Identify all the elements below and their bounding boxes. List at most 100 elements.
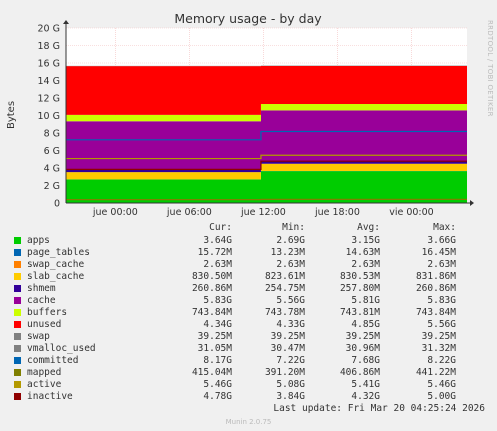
x-tick-label: jue 12:00 [240,207,286,218]
legend-row: mapped 415.04M 391.20M 406.86M 441.22M [0,367,497,379]
legend-swatch [14,249,21,256]
legend-row: unused 4.34G 4.33G 4.85G 5.56G [0,319,497,331]
legend-value-max: 3.66G [427,235,456,246]
legend-value-max: 5.56G [427,319,456,330]
y-tick-label: 4 G [44,164,60,175]
legend-row: shmem 260.86M 254.75M 257.80M 260.86M [0,283,497,295]
legend-row: page_tables 15.72M 13.23M 14.63M 16.45M [0,247,497,259]
legend-swatch [14,369,21,376]
legend-value-min: 5.56G [276,295,305,306]
legend-row: slab_cache 830.50M 823.61M 830.53M 831.86M [0,271,497,283]
legend-swatch [14,273,21,280]
legend-value-cur: 4.78G [203,391,232,402]
legend-value-cur: 3.64G [203,235,232,246]
legend-row: apps 3.64G 2.69G 3.15G 3.66G [0,235,497,247]
legend-value-avg: 406.86M [339,367,380,378]
legend-value-avg: 830.53M [339,271,380,282]
legend-value-max: 5.00G [427,391,456,402]
legend-value-max: 743.84M [415,307,456,318]
legend-value-min: 13.23M [270,247,305,258]
legend-value-avg: 7.68G [351,355,380,366]
legend-value-max: 5.46G [427,379,456,390]
legend-value-max: 2.63M [427,259,456,270]
x-tick-label: jue 06:00 [166,207,212,218]
legend-value-min: 254.75M [264,283,305,294]
legend-value-min: 3.84G [276,391,305,402]
legend-value-min: 743.78M [264,307,305,318]
legend-header-label: Avg: [357,222,380,233]
legend-swatch [14,393,21,400]
legend-series-name: cache [27,295,56,306]
legend-value-min: 4.33G [276,319,305,330]
legend-value-avg: 4.32G [351,391,380,402]
y-tick-labels: 0 2 G 4 G 6 G 8 G 10 G 12 G 14 G 16 G 18 G 20 G [38,24,60,210]
x-axis-arrow-icon [470,200,474,206]
legend-value-avg: 2.63M [351,259,380,270]
legend-value-avg: 257.80M [339,283,380,294]
legend-row: cache 5.83G 5.56G 5.81G 5.83G [0,295,497,307]
x-tick-label: vie 00:00 [389,207,434,218]
legend-row: swap 39.25M 39.25M 39.25M 39.25M [0,331,497,343]
legend-series-name: mapped [27,367,62,378]
legend-value-cur: 830.50M [191,271,232,282]
legend-header: Cur: Min: Avg: Max: [0,222,497,234]
legend-value-max: 260.86M [415,283,456,294]
legend-row: buffers 743.84M 743.78M 743.81M 743.84M [0,307,497,319]
legend-series-name: vmalloc_used [27,343,96,354]
x-tick-label: jue 00:00 [92,207,138,218]
legend-series-name: inactive [27,391,73,402]
legend-value-min: 823.61M [264,271,305,282]
legend-value-max: 31.32M [421,343,456,354]
line-active [66,154,467,160]
legend-value-cur: 5.83G [203,295,232,306]
legend-value-min: 39.25M [270,331,305,342]
y-tick-label: 0 [54,199,60,210]
legend-swatch [14,309,21,316]
legend-value-avg: 5.41G [351,379,380,390]
legend-value-max: 39.25M [421,331,456,342]
legend-row: inactive 4.78G 3.84G 4.32G 5.00G [0,391,497,403]
y-tick-label: 16 G [38,59,60,70]
line-inactive [66,160,467,170]
legend-value-cur: 743.84M [191,307,232,318]
legend-swatch [14,285,21,292]
y-tick-label: 18 G [38,41,60,52]
legend-value-max: 8.22G [427,355,456,366]
legend-value-min: 30.47M [270,343,305,354]
legend-value-max: 441.22M [415,367,456,378]
legend-value-min: 7.22G [276,355,305,366]
legend-row: swap_cache 2.63M 2.63M 2.63M 2.63M [0,259,497,271]
line-committed [66,130,467,141]
last-update: Last update: Fri Mar 20 04:25:24 2026 [273,403,485,414]
rrdtool-credit: RRDTOOL / TOBI OETIKER [486,20,494,117]
legend-value-avg: 4.85G [351,319,380,330]
area-swap [66,65,467,67]
legend-series-name: unused [27,319,62,330]
legend-value-cur: 39.25M [197,331,232,342]
legend-swatch [14,321,21,328]
legend-series-name: committed [27,355,79,366]
legend-value-cur: 415.04M [191,367,232,378]
area-buffers [66,103,467,122]
legend-series-name: buffers [27,307,68,318]
legend-header-label: Cur: [209,222,232,233]
legend-value-cur: 8.17G [203,355,232,366]
legend-swatch [14,381,21,388]
legend-row: committed 8.17G 7.22G 7.68G 8.22G [0,355,497,367]
y-axis-arrow-icon [63,20,69,24]
legend-series-name: shmem [27,283,56,294]
munin-version: Munin 2.0.75 [225,418,272,426]
legend-header-label: Min: [282,222,305,233]
legend-swatch [14,345,21,352]
legend-value-avg: 5.81G [351,295,380,306]
legend-value-cur: 15.72M [197,247,232,258]
legend-value-min: 2.69G [276,235,305,246]
legend-series-name: swap [27,331,50,342]
legend-row: active 5.46G 5.08G 5.41G 5.46G [0,379,497,391]
y-tick-label: 12 G [38,94,60,105]
y-tick-label: 8 G [44,129,60,140]
legend-value-avg: 39.25M [345,331,380,342]
y-tick-label: 2 G [44,181,60,192]
legend-swatch [14,357,21,364]
legend-value-cur: 31.05M [197,343,232,354]
